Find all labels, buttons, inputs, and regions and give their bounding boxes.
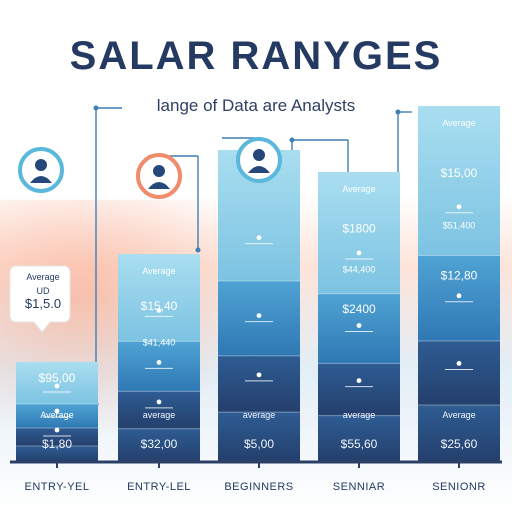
bar-segment (418, 106, 500, 256)
marker-dot (256, 372, 262, 378)
marker-dot (256, 235, 262, 241)
callout-text: Average (26, 272, 59, 282)
bar-segment (118, 391, 200, 429)
bar-value-label: $2400 (342, 302, 376, 316)
bar-segment (318, 415, 400, 462)
bar-senniar: Average $1800 $44,400 $2400 average $55,60 SEN… (318, 172, 400, 493)
leader-dot (93, 105, 99, 111)
bar-value-label: $15,00 (441, 166, 478, 180)
marker-dot (156, 308, 162, 313)
marker-dot (54, 427, 60, 433)
avatar-body (248, 166, 270, 173)
bar-value-label: Average (40, 410, 73, 420)
callout-text: UD (37, 286, 50, 296)
bar-value-label: $55,60 (341, 437, 378, 451)
bar-segment (218, 355, 300, 413)
bar-segment (118, 341, 200, 392)
bar-segment (318, 363, 400, 416)
bar-segment (218, 281, 300, 356)
bar-entry-yel: $95,00 Average $1,80 Average UD$1,5.0 ENTRY-Y… (9, 147, 98, 493)
bar-segment (418, 405, 500, 462)
leader-dot (195, 247, 201, 253)
bar-segment (218, 412, 300, 462)
marker-dot (54, 408, 60, 414)
bar-segment (118, 254, 200, 342)
bar-value-label: Average (142, 266, 175, 276)
bar-value-label: $25,60 (441, 437, 478, 451)
avatar-body (148, 182, 170, 189)
bar-value-label: $5,00 (244, 437, 274, 451)
bar-segment (16, 428, 98, 446)
bar-value-label: average (243, 410, 276, 420)
callout-bubble (9, 265, 71, 333)
category-label: BEGINNERS (224, 481, 293, 493)
marker-dot (456, 361, 462, 366)
bar-value-label: $95,00 (39, 371, 76, 385)
bar-value-label: $15,40 (141, 299, 178, 313)
bar-value-label: $44,400 (343, 265, 376, 275)
marker-dot (156, 399, 162, 405)
marker-dot (156, 360, 162, 365)
category-label: SENNIAR (333, 481, 385, 493)
marker-dot (456, 293, 462, 299)
marker-dot (356, 250, 362, 256)
avatar-head (153, 165, 165, 177)
bar-segment (16, 404, 98, 428)
bar-senionr: Average $15,00 $51,400 $12,80 Average $25,60 S… (418, 106, 500, 493)
bar-value-label: $32,00 (141, 437, 178, 451)
marker-dot (54, 383, 60, 389)
leader-dot (395, 109, 401, 115)
avatar-head (253, 149, 265, 161)
bar-value-label: $1800 (342, 221, 376, 235)
bar-value-label: average (343, 410, 376, 420)
bar-entry-lel: Average $15,40 $41,440 average $32,00 ENTRY-L… (118, 153, 200, 493)
chart-title: SALAR RANYGES (69, 34, 443, 78)
bar-value-label: $51,400 (443, 220, 476, 230)
avatar-body (30, 176, 52, 183)
marker-dot (256, 313, 262, 318)
category-label: ENTRY-LEL (127, 481, 191, 493)
bar-value-label: average (143, 410, 176, 420)
callout-text: $1,5.0 (25, 296, 61, 311)
avatar-head (35, 159, 47, 171)
marker-dot (356, 323, 362, 328)
bar-value-label: $41,440 (143, 338, 176, 348)
bar-value-label: $12,80 (441, 269, 478, 283)
bar-segment (118, 428, 200, 462)
leader-dot (289, 137, 295, 143)
bar-segment (318, 172, 400, 294)
marker-dot (456, 204, 462, 210)
bar-segment (418, 340, 500, 406)
marker-dot (356, 378, 362, 383)
category-label: ENTRY-YEL (24, 481, 89, 493)
bar-segment (16, 362, 98, 404)
category-label: SENIONR (432, 481, 486, 493)
chart-subtitle: lange of Data are Analysts (156, 96, 356, 115)
bar-segment (318, 293, 400, 364)
bar-value-label: $1,80 (42, 437, 72, 451)
bar-value-label: Average (442, 410, 475, 420)
bar-value-label: Average (442, 118, 475, 128)
bar-value-label: Average (342, 184, 375, 194)
bar-segment (16, 446, 98, 462)
bar-segment (418, 255, 500, 341)
